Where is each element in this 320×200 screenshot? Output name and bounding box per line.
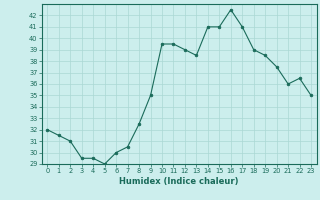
X-axis label: Humidex (Indice chaleur): Humidex (Indice chaleur)	[119, 177, 239, 186]
